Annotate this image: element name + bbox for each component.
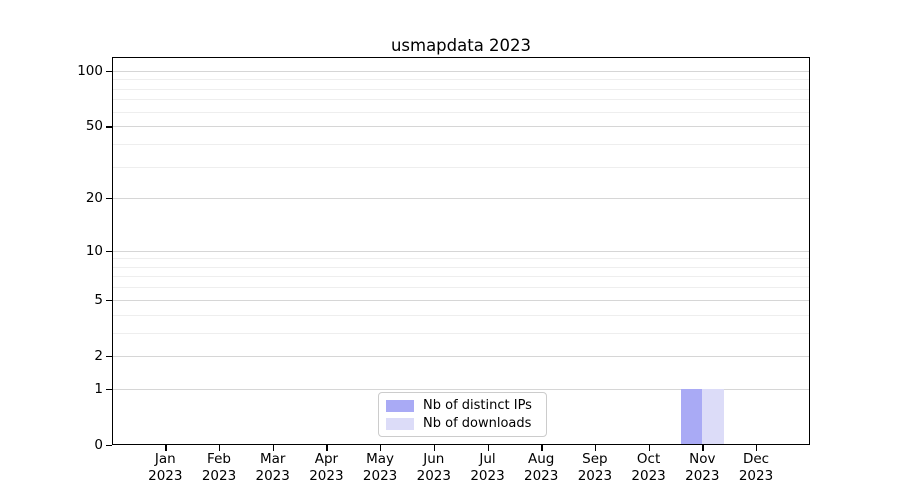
y-major-gridline (113, 299, 809, 301)
y-minor-gridline (113, 258, 809, 260)
x-tick-mark (326, 445, 328, 451)
y-minor-gridline (113, 111, 809, 113)
x-tick-label: Nov 2023 (685, 451, 720, 484)
y-tick-mark (106, 250, 112, 252)
x-tick-label: Jun 2023 (416, 451, 451, 484)
x-tick-label: Oct 2023 (631, 451, 666, 484)
y-minor-gridline (113, 99, 809, 101)
x-tick-mark (594, 445, 597, 451)
y-tick-label: 10 (85, 242, 103, 259)
x-tick-label: Jan 2023 (148, 451, 183, 484)
x-tick-mark (648, 445, 650, 451)
y-major-gridline (113, 198, 809, 200)
y-minor-gridline (113, 88, 809, 90)
y-tick-label: 2 (94, 347, 103, 364)
y-major-gridline (113, 126, 809, 128)
x-tick-label: Feb 2023 (201, 451, 237, 484)
x-tick-mark (165, 445, 167, 451)
x-tick-mark (487, 445, 489, 451)
y-tick-mark (106, 445, 112, 447)
y-major-gridline (113, 70, 809, 72)
y-tick-mark (106, 388, 112, 391)
y-major-gridline (113, 250, 809, 252)
y-minor-gridline (113, 266, 809, 268)
y-tick-label: 50 (85, 118, 103, 135)
legend-entry-distinct-ips: Nb of distinct IPs (386, 398, 537, 413)
y-tick-mark (106, 126, 112, 128)
y-minor-gridline (113, 79, 809, 81)
x-tick-mark (380, 445, 382, 451)
x-tick-label: Jul 2023 (470, 451, 505, 484)
y-tick-label: 20 (85, 190, 103, 207)
y-minor-gridline (113, 166, 809, 168)
bar-distinct-ips (680, 388, 703, 445)
legend-swatch-downloads (386, 417, 414, 430)
y-major-gridline (113, 355, 809, 357)
x-tick-label: Mar 2023 (255, 451, 290, 484)
bar-downloads (702, 388, 724, 445)
y-minor-gridline (113, 287, 809, 289)
y-minor-gridline (113, 332, 809, 334)
y-tick-label: 100 (77, 62, 103, 79)
y-minor-gridline (113, 276, 809, 278)
x-tick-label: Apr 2023 (309, 451, 344, 484)
x-tick-mark (219, 445, 221, 451)
y-minor-gridline (113, 314, 809, 316)
y-tick-label: 1 (94, 380, 103, 397)
x-tick-label: Dec 2023 (738, 451, 774, 484)
y-tick-label: 5 (94, 291, 103, 308)
x-tick-label: Sep 2023 (577, 451, 613, 484)
y-tick-mark (106, 355, 112, 358)
x-tick-mark (272, 445, 275, 451)
y-tick-label: 0 (94, 437, 103, 453)
legend-swatch-distinct-ips (386, 399, 414, 412)
x-tick-mark (702, 445, 704, 451)
y-minor-gridline (113, 143, 809, 145)
x-tick-label: May 2023 (362, 451, 398, 484)
chart-title: usmapdata 2023 (390, 36, 532, 55)
legend-label-distinct-ips: Nb of distinct IPs (423, 398, 532, 413)
x-tick-label: Aug 2023 (524, 451, 559, 484)
legend-label-downloads: Nb of downloads (423, 416, 532, 431)
x-tick-mark (756, 445, 758, 451)
x-tick-mark (433, 445, 436, 451)
y-major-gridline (113, 388, 809, 390)
legend: Nb of distinct IPs Nb of downloads (378, 392, 547, 437)
legend-entry-downloads: Nb of downloads (386, 416, 537, 431)
y-tick-mark (106, 299, 112, 302)
x-tick-mark (541, 445, 543, 451)
y-tick-mark (106, 70, 112, 73)
y-tick-mark (106, 198, 112, 200)
